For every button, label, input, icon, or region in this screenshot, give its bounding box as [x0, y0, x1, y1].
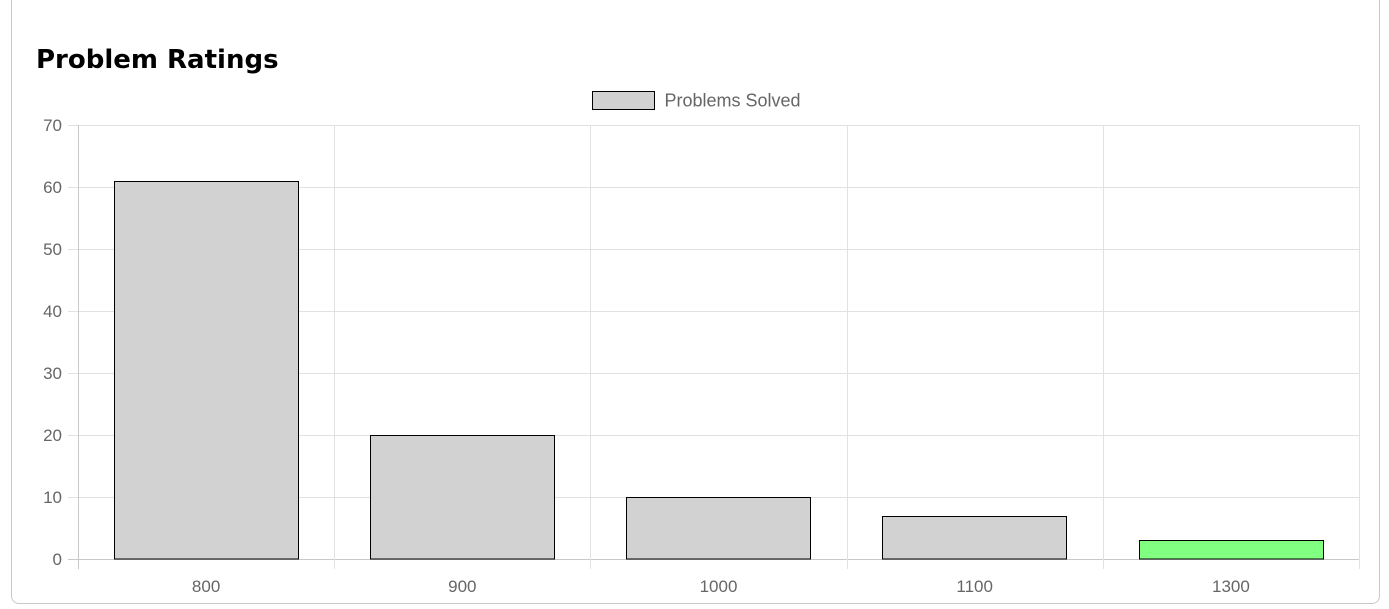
y-tick-label: 30 [43, 364, 62, 383]
bar-1300[interactable] [1139, 540, 1324, 560]
bar-900[interactable] [370, 435, 555, 560]
x-tick-label: 1000 [700, 577, 738, 596]
x-tick-label: 900 [448, 577, 476, 596]
bars [114, 181, 1324, 560]
bar-1100[interactable] [882, 516, 1067, 560]
y-tick-label: 70 [43, 116, 62, 135]
x-tick-label: 1300 [1212, 577, 1250, 596]
bar-1000[interactable] [626, 497, 811, 560]
y-tick-label: 10 [43, 488, 62, 507]
y-tick-label: 20 [43, 426, 62, 445]
legend[interactable]: Problems Solved [592, 91, 801, 111]
x-tick-label: 800 [192, 577, 220, 596]
bar-800[interactable] [114, 181, 299, 560]
y-tick-label: 60 [43, 178, 62, 197]
legend-swatch[interactable] [592, 91, 655, 110]
y-tick-label: 50 [43, 240, 62, 259]
card-title: Problem Ratings [36, 45, 279, 75]
y-tick-label: 0 [53, 550, 62, 569]
y-tick-label: 40 [43, 302, 62, 321]
x-tick-label: 1100 [956, 577, 993, 596]
axes: 0 10 20 30 40 50 60 70 800 900 1000 1100 1300 [43, 116, 1250, 596]
legend-label[interactable]: Problems Solved [665, 91, 801, 111]
